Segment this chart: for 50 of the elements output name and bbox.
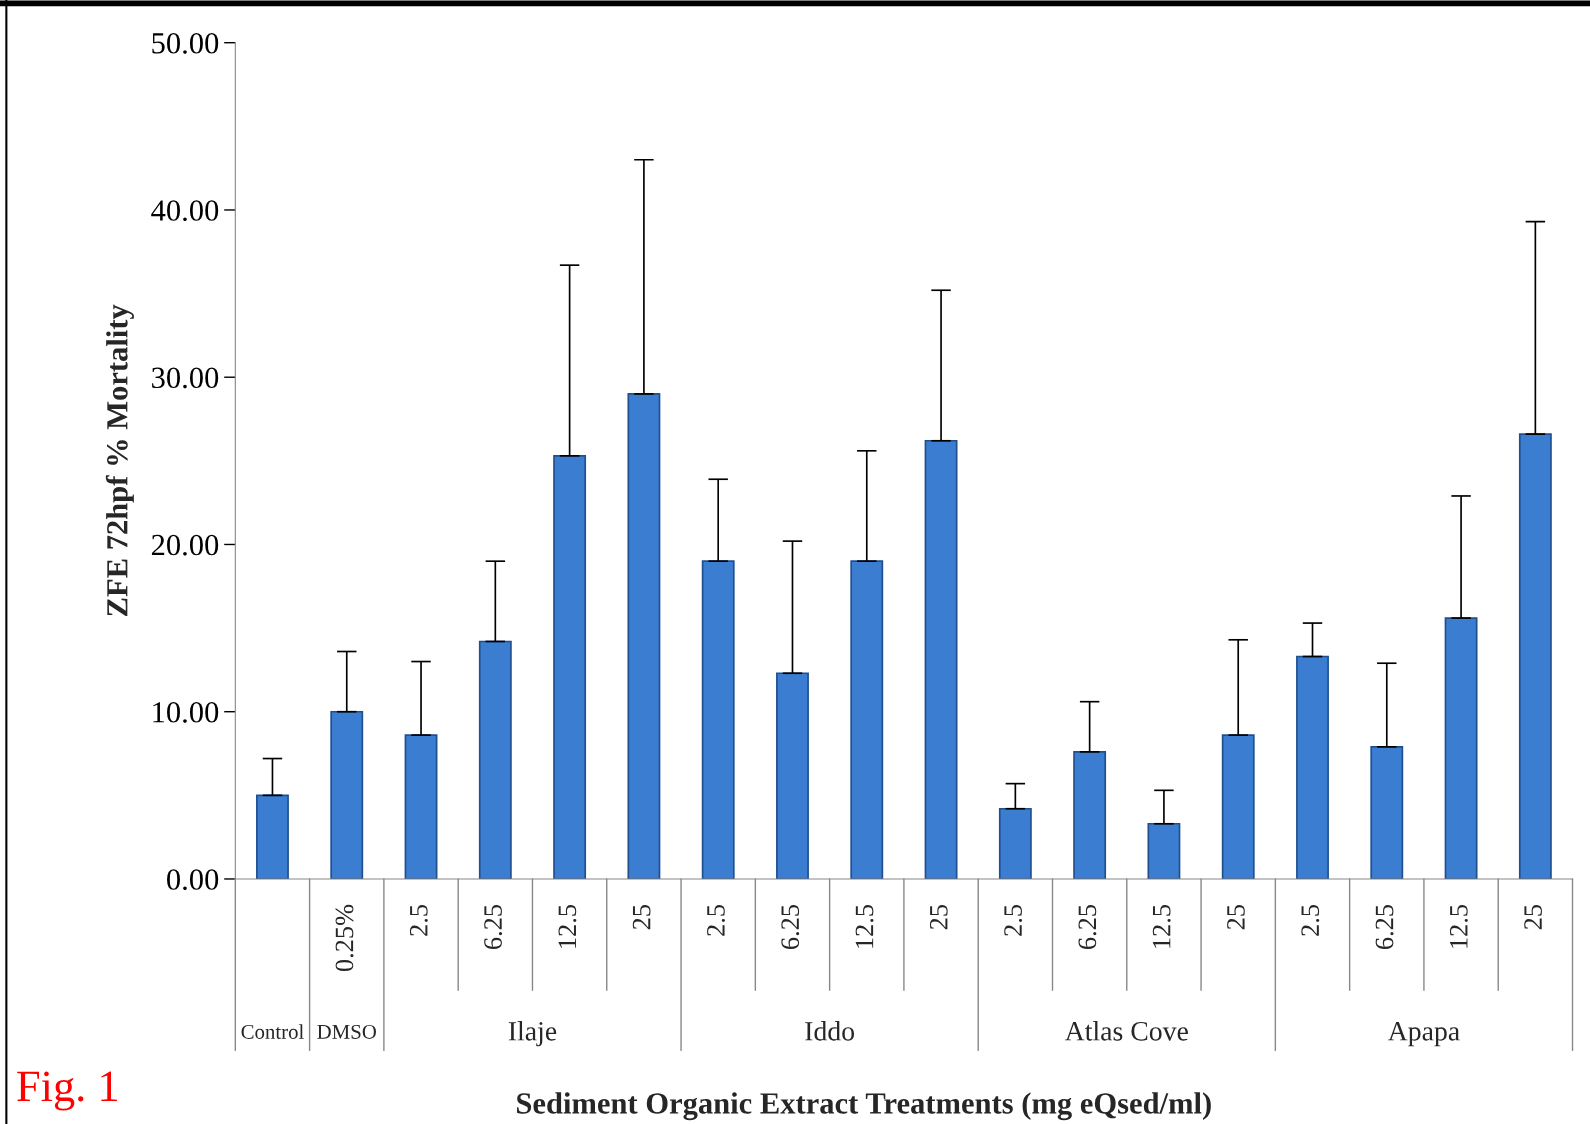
text: Ilaje: [508, 1021, 557, 1047]
x-tick-label: 2.5: [707, 905, 725, 936]
x-axis-title: Sediment Organic Extract Treatments (mg eQsed/ml): [517, 1092, 1211, 1121]
bar: [1370, 746, 1404, 879]
bar: [1296, 655, 1329, 879]
y-tick-label: 40.00: [151, 200, 219, 221]
bar: [627, 393, 661, 879]
x-tick-label: 6.25: [484, 905, 503, 950]
bar: [256, 794, 289, 879]
bar: [1221, 734, 1255, 879]
y-tick-label: 30.00: [152, 367, 219, 389]
bar: [553, 454, 587, 879]
x-tick-label: 25: [1227, 905, 1245, 930]
y-axis-title: ZFE 72hpf % Mortality: [105, 304, 134, 616]
text: Control: [241, 1024, 304, 1039]
text: Atlas Cove: [1064, 1021, 1188, 1041]
bar: [850, 560, 884, 879]
x-tick-label: 12.5: [855, 905, 874, 948]
x-tick-label: 12.5: [558, 905, 577, 948]
x-tick-label: 6.25: [781, 905, 800, 950]
bar: [776, 672, 809, 879]
x-tick-label: 0.25%: [335, 904, 354, 972]
x-tick-label: 12.5: [1152, 905, 1171, 948]
bar: [1073, 751, 1107, 879]
bar: [924, 439, 958, 879]
y-tick-label: 50.00: [152, 32, 219, 54]
x-tick-label: 12.5: [1449, 905, 1468, 948]
bar: [1518, 433, 1552, 879]
bar: [478, 640, 512, 879]
y-tick-label: 0.00: [167, 869, 219, 890]
caption: Fig. 1: [17, 1071, 117, 1111]
text: Apapa: [1387, 1022, 1460, 1047]
text: Iddo: [805, 1021, 855, 1041]
y-tick-label: 20.00: [151, 534, 219, 556]
bar: [998, 807, 1032, 879]
y-tick-label: 10.00: [153, 702, 219, 723]
bar: [1444, 617, 1478, 879]
text: DMSO: [317, 1024, 376, 1039]
x-tick-label: 2.5: [409, 905, 428, 936]
x-tick-label: 25: [929, 905, 948, 930]
bar: [701, 560, 735, 879]
x-tick-label: 2.5: [1301, 905, 1320, 936]
bar: [1147, 822, 1181, 879]
bar: [404, 734, 438, 879]
x-tick-label: 25: [632, 905, 651, 930]
bar: [330, 710, 364, 879]
x-tick-label: 6.25: [1375, 905, 1394, 950]
x-tick-label: 2.5: [1004, 905, 1023, 936]
x-tick-label: 6.25: [1078, 905, 1097, 950]
x-tick-label: 25: [1524, 905, 1542, 930]
